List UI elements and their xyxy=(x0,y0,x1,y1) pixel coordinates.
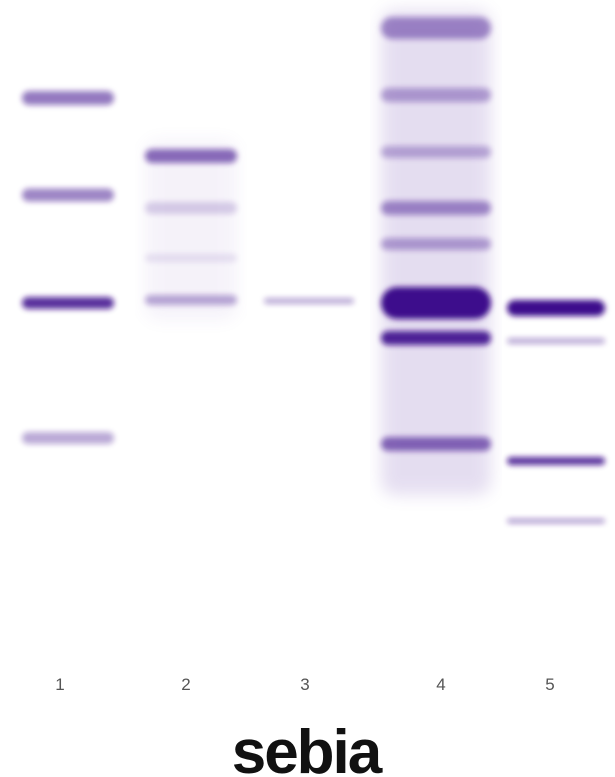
lane-4-band-4 xyxy=(381,201,491,215)
lane-5-band-2 xyxy=(507,338,605,344)
lane-2-smear xyxy=(145,140,237,320)
gel-bands xyxy=(22,17,605,524)
lane-1-band-1 xyxy=(22,91,114,105)
lane-label-5: 5 xyxy=(545,675,554,694)
lane-labels: 1 2 3 4 5 xyxy=(55,675,554,694)
lane-1-band-3 xyxy=(22,297,114,309)
sebia-logo: sebia xyxy=(232,718,383,777)
lane-1-band-4 xyxy=(22,432,114,444)
lane-2-band-3 xyxy=(145,254,237,262)
lane-label-4: 4 xyxy=(436,675,445,694)
lane-2-band-1 xyxy=(145,149,237,163)
lane-2-band-4 xyxy=(145,295,237,305)
lane-1-band-2 xyxy=(22,188,114,202)
lane-4-band-6 xyxy=(381,287,491,319)
lane-4-band-3 xyxy=(381,146,491,158)
lane-label-2: 2 xyxy=(181,675,190,694)
lane-4-band-5 xyxy=(381,238,491,250)
lane-4-band-7 xyxy=(381,331,491,345)
lane-label-1: 1 xyxy=(55,675,64,694)
lane-4-band-1 xyxy=(381,17,491,39)
lane-3-band-1 xyxy=(264,298,354,304)
lane-5-band-4 xyxy=(507,518,605,524)
lane-4-band-8 xyxy=(381,437,491,451)
lane-4-smear xyxy=(381,10,491,495)
lane-4-band-2 xyxy=(381,88,491,102)
lane-label-3: 3 xyxy=(300,675,309,694)
lane-smears xyxy=(145,10,491,495)
lane-5-band-1 xyxy=(507,300,605,316)
lane-5-band-3 xyxy=(507,457,605,465)
lane-2-band-2 xyxy=(145,202,237,214)
